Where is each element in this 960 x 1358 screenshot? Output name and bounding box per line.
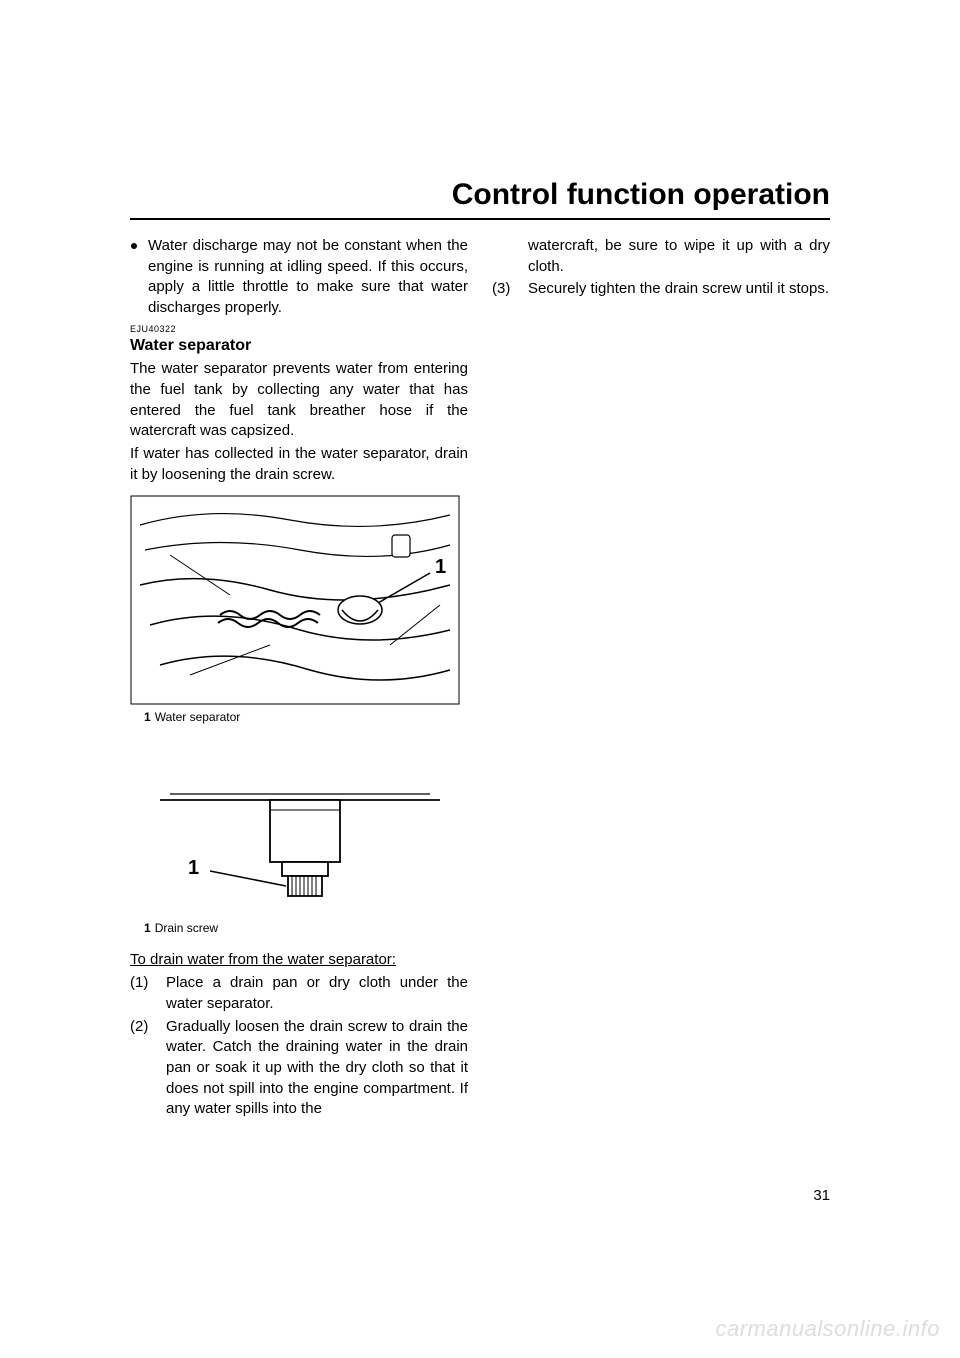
body-paragraph: The water separator prevents water from … <box>130 359 468 442</box>
figure-caption: 1 Water separator <box>130 709 468 726</box>
watermark: carmanualsonline.info <box>715 1316 940 1342</box>
header-rule <box>130 218 830 220</box>
caption-number: 1 <box>144 710 151 724</box>
step-number <box>492 236 518 277</box>
step-number: (3) <box>492 279 518 300</box>
step-number: (1) <box>130 973 156 1014</box>
step-text: Place a drain pan or dry cloth under the… <box>166 973 468 1014</box>
reference-code: EJU40322 <box>130 323 468 335</box>
procedure-step-continuation: watercraft, be sure to wipe it up with a… <box>492 236 830 277</box>
svg-text:1: 1 <box>188 857 199 879</box>
step-number: (2) <box>130 1017 156 1120</box>
bullet-text: Water discharge may not be constant when… <box>146 236 468 319</box>
figure-caption: 1 Drain screw <box>130 920 468 937</box>
page-title: Control function operation <box>452 178 830 212</box>
section-heading: Water separator <box>130 335 468 357</box>
bullet-icon <box>130 236 140 319</box>
step-text: Securely tighten the drain screw until i… <box>528 279 830 300</box>
procedure-step: (3) Securely tighten the drain screw unt… <box>492 279 830 300</box>
figure-water-separator: 1 <box>130 495 468 705</box>
procedure-step: (1) Place a drain pan or dry cloth under… <box>130 973 468 1014</box>
bullet-item: Water discharge may not be constant when… <box>130 236 468 319</box>
caption-number: 1 <box>144 921 151 935</box>
svg-text:1: 1 <box>435 556 446 578</box>
page-number: 31 <box>813 1187 830 1204</box>
content-columns: Water discharge may not be constant when… <box>130 236 830 1120</box>
body-paragraph: If water has collected in the water sepa… <box>130 444 468 485</box>
step-text: Gradually loosen the drain screw to drai… <box>166 1017 468 1120</box>
right-column: watercraft, be sure to wipe it up with a… <box>492 236 830 1120</box>
figure-drain-screw: 1 <box>130 766 468 916</box>
procedure-step: (2) Gradually loosen the drain screw to … <box>130 1017 468 1120</box>
left-column: Water discharge may not be constant when… <box>130 236 468 1120</box>
caption-text: Water separator <box>155 710 241 724</box>
procedure-heading: To drain water from the water separator: <box>130 950 468 971</box>
caption-text: Drain screw <box>155 921 218 935</box>
step-text: watercraft, be sure to wipe it up with a… <box>528 236 830 277</box>
